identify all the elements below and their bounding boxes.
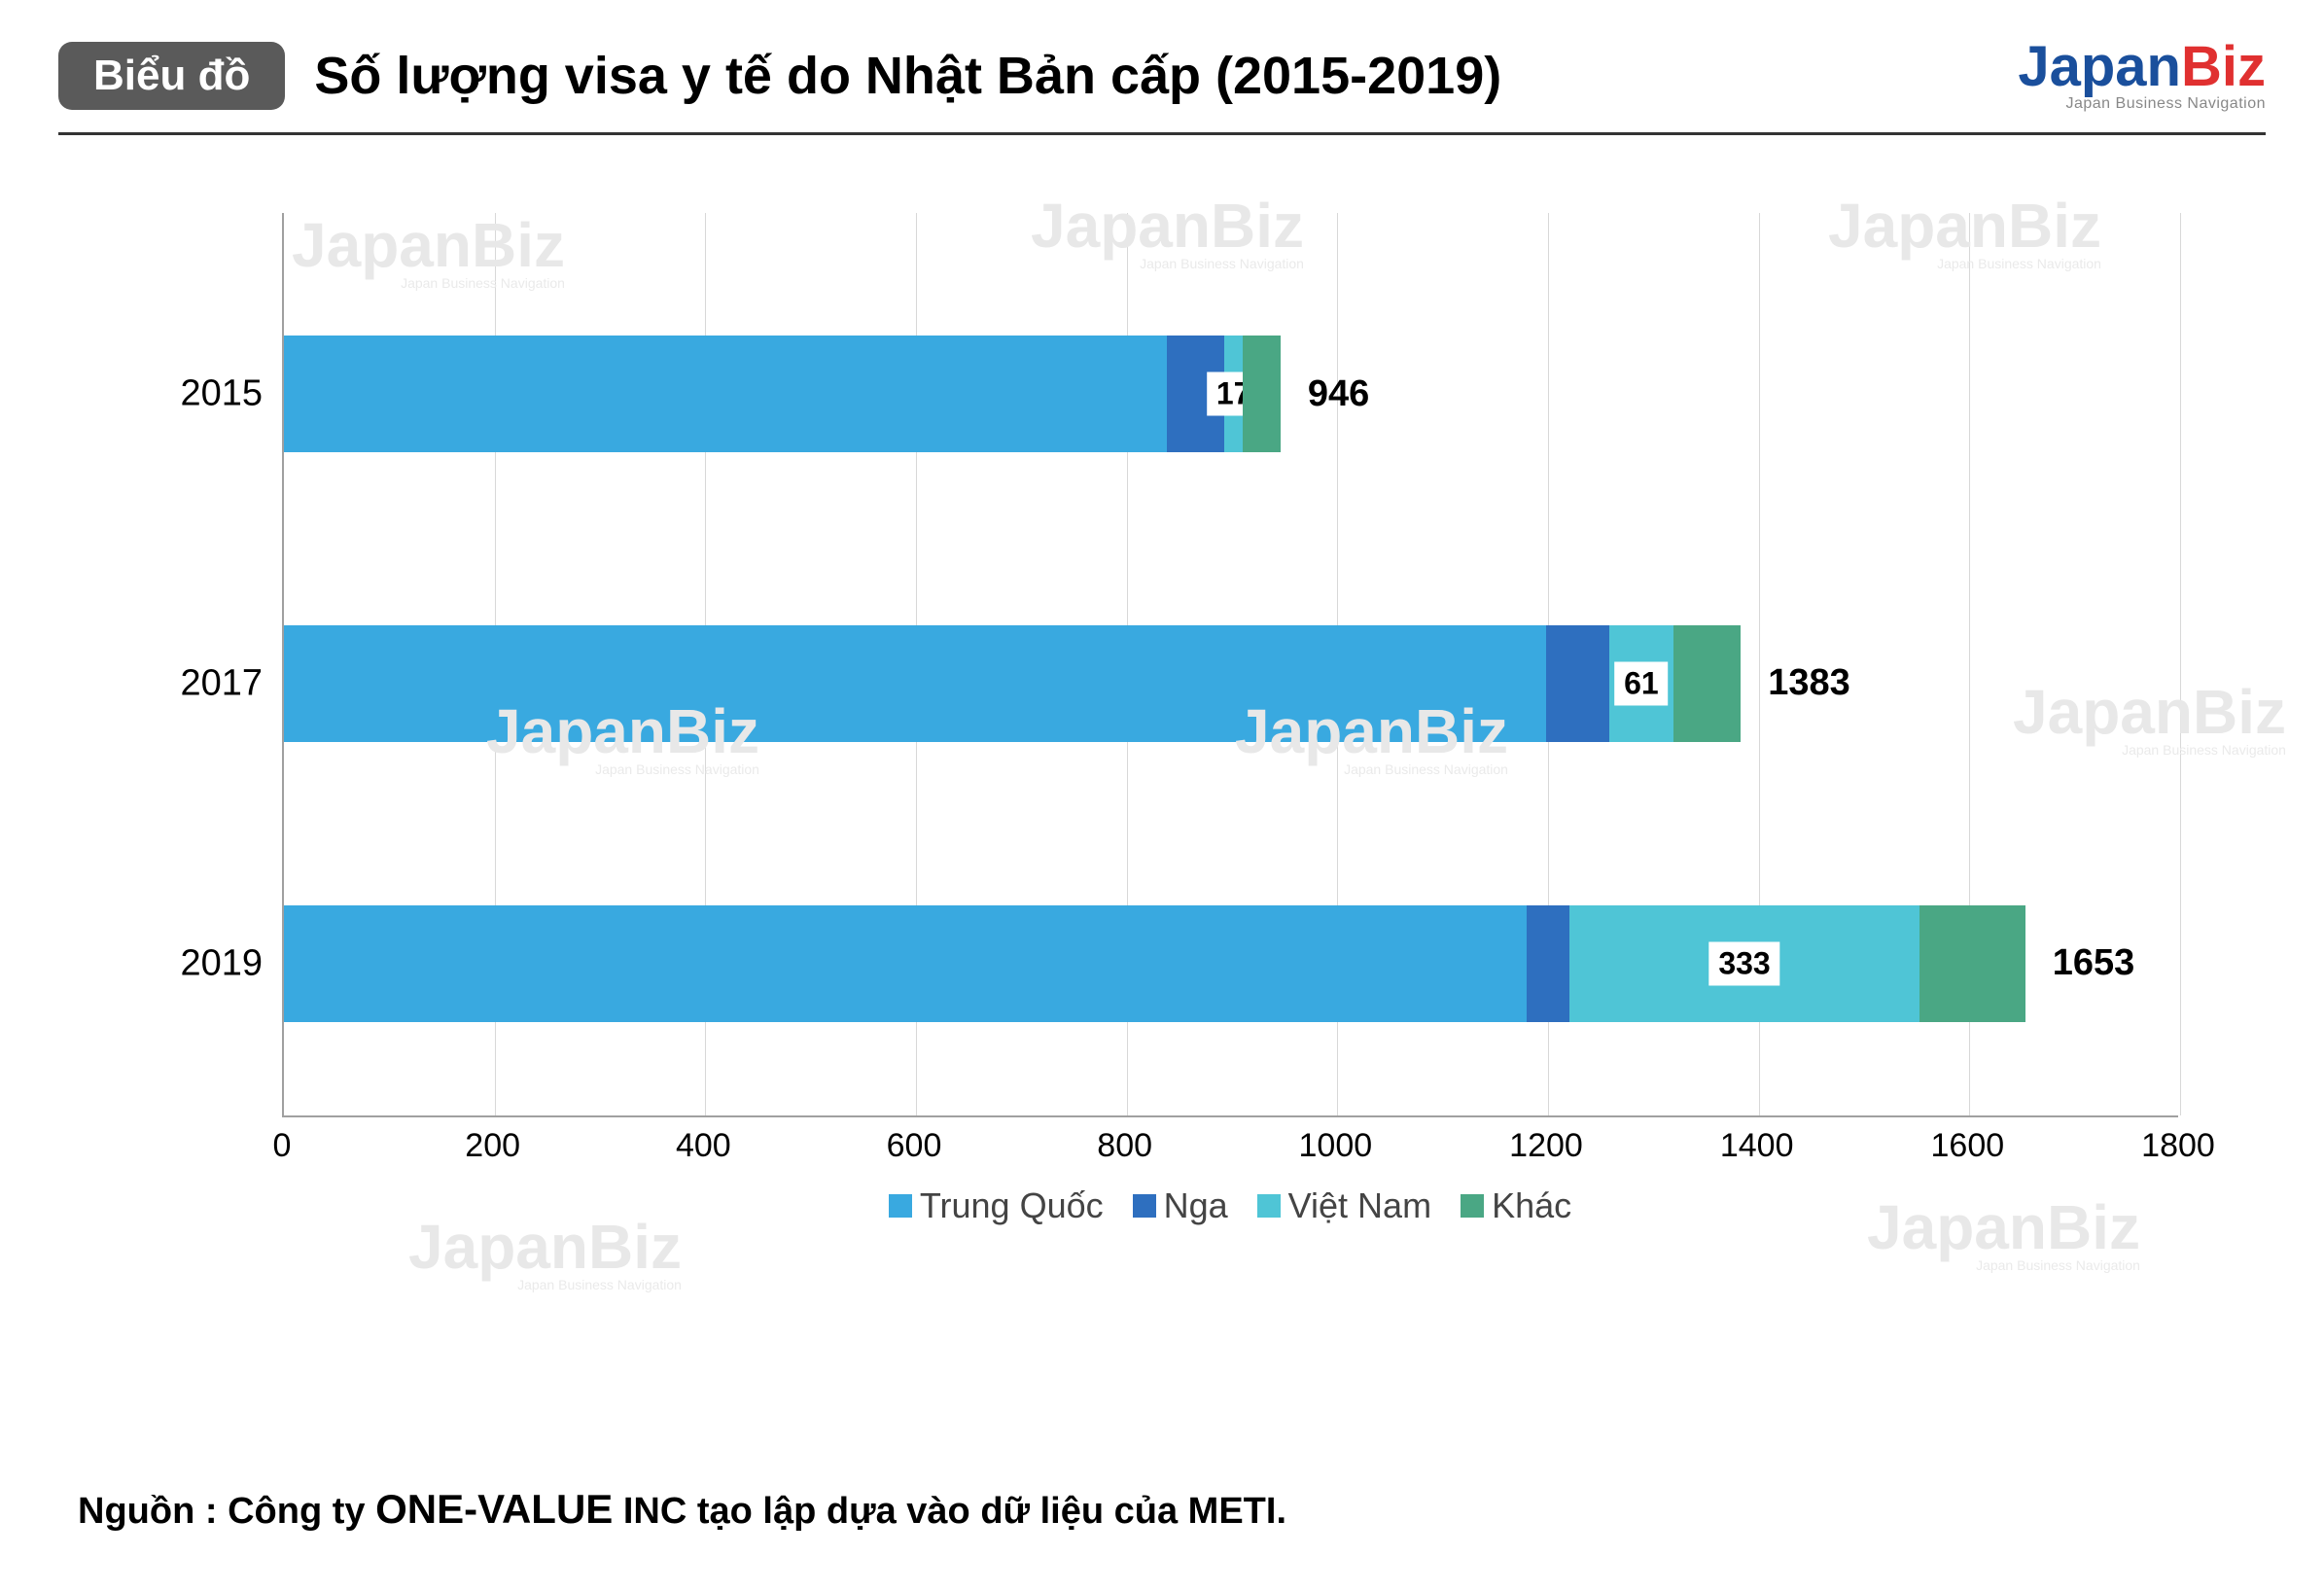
- legend-item: Việt Nam: [1257, 1185, 1431, 1226]
- x-tick-label: 200: [465, 1127, 520, 1165]
- y-category-label: 2017: [165, 662, 263, 704]
- x-tick-label: 800: [1097, 1127, 1152, 1165]
- bar-segment: 17: [1224, 336, 1242, 452]
- watermark-sub: Japan Business Navigation: [408, 1278, 682, 1291]
- watermark-sub: Japan Business Navigation: [1867, 1258, 2140, 1272]
- chart-title: Số lượng visa y tế do Nhật Bản cấp (2015…: [314, 46, 1989, 106]
- x-tick-label: 400: [676, 1127, 731, 1165]
- bar-total-label: 1383: [1768, 662, 1850, 704]
- source-company: ONE-VALUE: [375, 1486, 613, 1532]
- bar-total-label: 1653: [2053, 942, 2135, 984]
- source-text1: Công ty: [218, 1491, 376, 1532]
- legend-swatch: [1461, 1194, 1484, 1218]
- legend-item: Nga: [1133, 1185, 1228, 1226]
- x-tick-label: 1600: [1931, 1127, 2005, 1165]
- x-tick-label: 600: [887, 1127, 942, 1165]
- header: Biểu đồ Số lượng visa y tế do Nhật Bản c…: [58, 39, 2266, 135]
- bar-row: 61 1383: [284, 625, 1850, 742]
- bar-segment: [284, 905, 1527, 1022]
- x-tick-label: 1200: [1509, 1127, 1583, 1165]
- logo-main: JapanBiz: [2018, 39, 2266, 95]
- legend-label: Việt Nam: [1288, 1185, 1431, 1226]
- x-tick-label: 1000: [1299, 1127, 1373, 1165]
- logo-text-japan: Japan: [2018, 35, 2181, 98]
- segment-value-label: 61: [1614, 661, 1669, 705]
- bar-segment: [284, 336, 1167, 452]
- logo-text-biz: Biz: [2181, 35, 2266, 98]
- legend-swatch: [1133, 1194, 1156, 1218]
- bar-row: 333 1653: [284, 905, 2134, 1022]
- bar-row: 17 946: [284, 336, 1369, 452]
- source-prefix: Nguồn :: [78, 1491, 218, 1532]
- x-tick-label: 1400: [1720, 1127, 1794, 1165]
- chart-area: 17 946 61 1383 333 1653 Trung Quốc Nga Việt Nam…: [165, 213, 2246, 1224]
- legend-label: Khác: [1492, 1185, 1571, 1226]
- plot-area: 17 946 61 1383 333 1653: [282, 213, 2178, 1117]
- legend-item: Khác: [1461, 1185, 1571, 1226]
- bar-segment: [1243, 336, 1281, 452]
- bar-segment: [284, 625, 1546, 742]
- legend-swatch: [1257, 1194, 1281, 1218]
- gridline: [2180, 213, 2181, 1115]
- bar-segment: [1919, 905, 2025, 1022]
- source-line: Nguồn : Công ty ONE-VALUE INC tạo lập dự…: [78, 1486, 1286, 1533]
- segment-value-label: 333: [1708, 941, 1779, 985]
- bar-segment: [1546, 625, 1609, 742]
- bar-segment: 61: [1609, 625, 1673, 742]
- legend-label: Nga: [1164, 1185, 1228, 1226]
- y-category-label: 2015: [165, 373, 263, 415]
- y-category-label: 2019: [165, 942, 263, 984]
- brand-logo: JapanBiz Japan Business Navigation: [2018, 39, 2266, 113]
- logo-subtitle: Japan Business Navigation: [2065, 95, 2266, 113]
- bar-total-label: 946: [1308, 373, 1369, 415]
- legend: Trung Quốc Nga Việt Nam Khác: [282, 1185, 2178, 1226]
- bar-segment: [1527, 905, 1568, 1022]
- x-tick-label: 1800: [2141, 1127, 2215, 1165]
- bar-segment: 333: [1569, 905, 1920, 1022]
- legend-swatch: [889, 1194, 912, 1218]
- source-text2: INC tạo lập dựa vào dữ liệu của METI.: [613, 1491, 1286, 1532]
- watermark: JapanBizJapan Business Navigation: [408, 1216, 682, 1291]
- bar-segment: [1673, 625, 1741, 742]
- legend-item: Trung Quốc: [889, 1185, 1104, 1226]
- legend-label: Trung Quốc: [920, 1185, 1104, 1226]
- x-tick-label: 0: [273, 1127, 292, 1165]
- chart-badge: Biểu đồ: [58, 42, 285, 110]
